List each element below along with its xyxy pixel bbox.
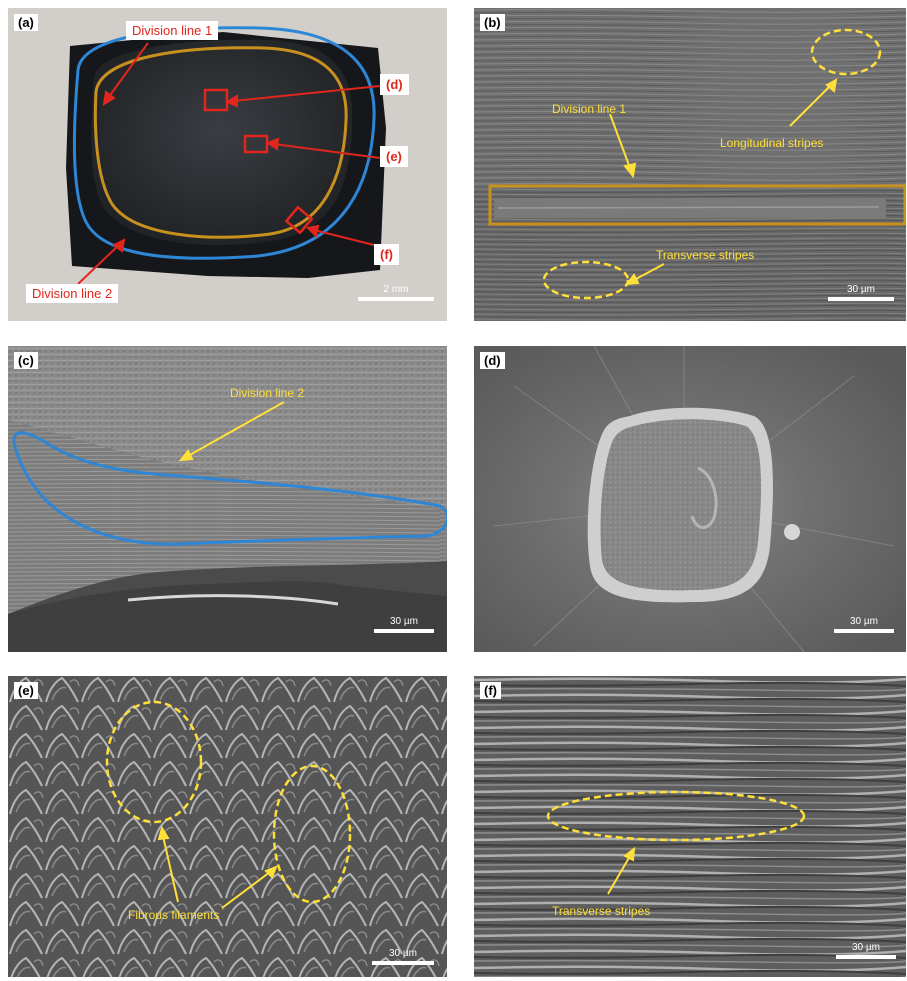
scale-bar-f-text: 30 µm [852,942,880,953]
panel-d: (d) 30 µm [474,346,906,652]
callout-e-label: (e) [380,146,408,167]
division-line-1-label: Division line 1 [126,21,219,40]
panel-e-sem-image [8,676,447,977]
scale-bar-f: 30 µm [836,942,896,959]
scale-bar-a-text: 2 mm [383,284,409,295]
panel-b-sem-image [474,8,906,321]
panel-c-label: (c) [14,352,38,369]
transverse-stripes-annotation-f: Transverse stripes [552,904,651,918]
panel-d-sem-image [474,346,906,652]
scale-bar-a: 2 mm [358,284,434,301]
scale-bar-d-text: 30 µm [850,616,878,627]
panel-e-label: (e) [14,682,38,699]
scale-bar-d: 30 µm [834,616,894,633]
scale-bar-c: 30 µm [374,616,434,633]
panel-b-label: (b) [480,14,505,31]
fibrous-filaments-annotation: Fibrous filaments [128,908,220,922]
callout-d-label: (d) [380,74,409,95]
transverse-stripes-annotation: Transverse stripes [656,248,755,262]
panel-a-label: (a) [14,14,38,31]
longitudinal-stripes-annotation: Longitudinal stripes [720,136,824,150]
panel-e: (e) Fibrous filaments 30 µm [8,676,447,977]
scale-bar-e-text: 30 µm [389,948,417,959]
panel-f-label: (f) [480,682,501,699]
division-line-2-annotation: Division line 2 [230,386,305,400]
callout-f-label: (f) [374,244,399,265]
scale-bar-b: 30 µm [828,284,894,301]
panel-f: (f) Transverse stripes 30 µm [474,676,906,977]
scale-bar-e: 30 µm [372,948,434,965]
panel-c-sem-image [8,346,447,652]
panel-f-sem-image [474,676,906,977]
panel-b: (b) Division line 1 Longitudinal stripes… [474,8,906,321]
scale-bar-c-text: 30 µm [390,616,418,627]
division-line-1-annotation: Division line 1 [552,102,627,116]
panel-a: (a) Division line 1 (d) (e) (f) Division… [8,8,447,321]
panel-d-label: (d) [480,352,505,369]
division-line-2-label: Division line 2 [26,284,119,303]
panel-c: (c) Division line 2 30 µm [8,346,447,652]
scale-bar-b-text: 30 µm [847,284,875,295]
